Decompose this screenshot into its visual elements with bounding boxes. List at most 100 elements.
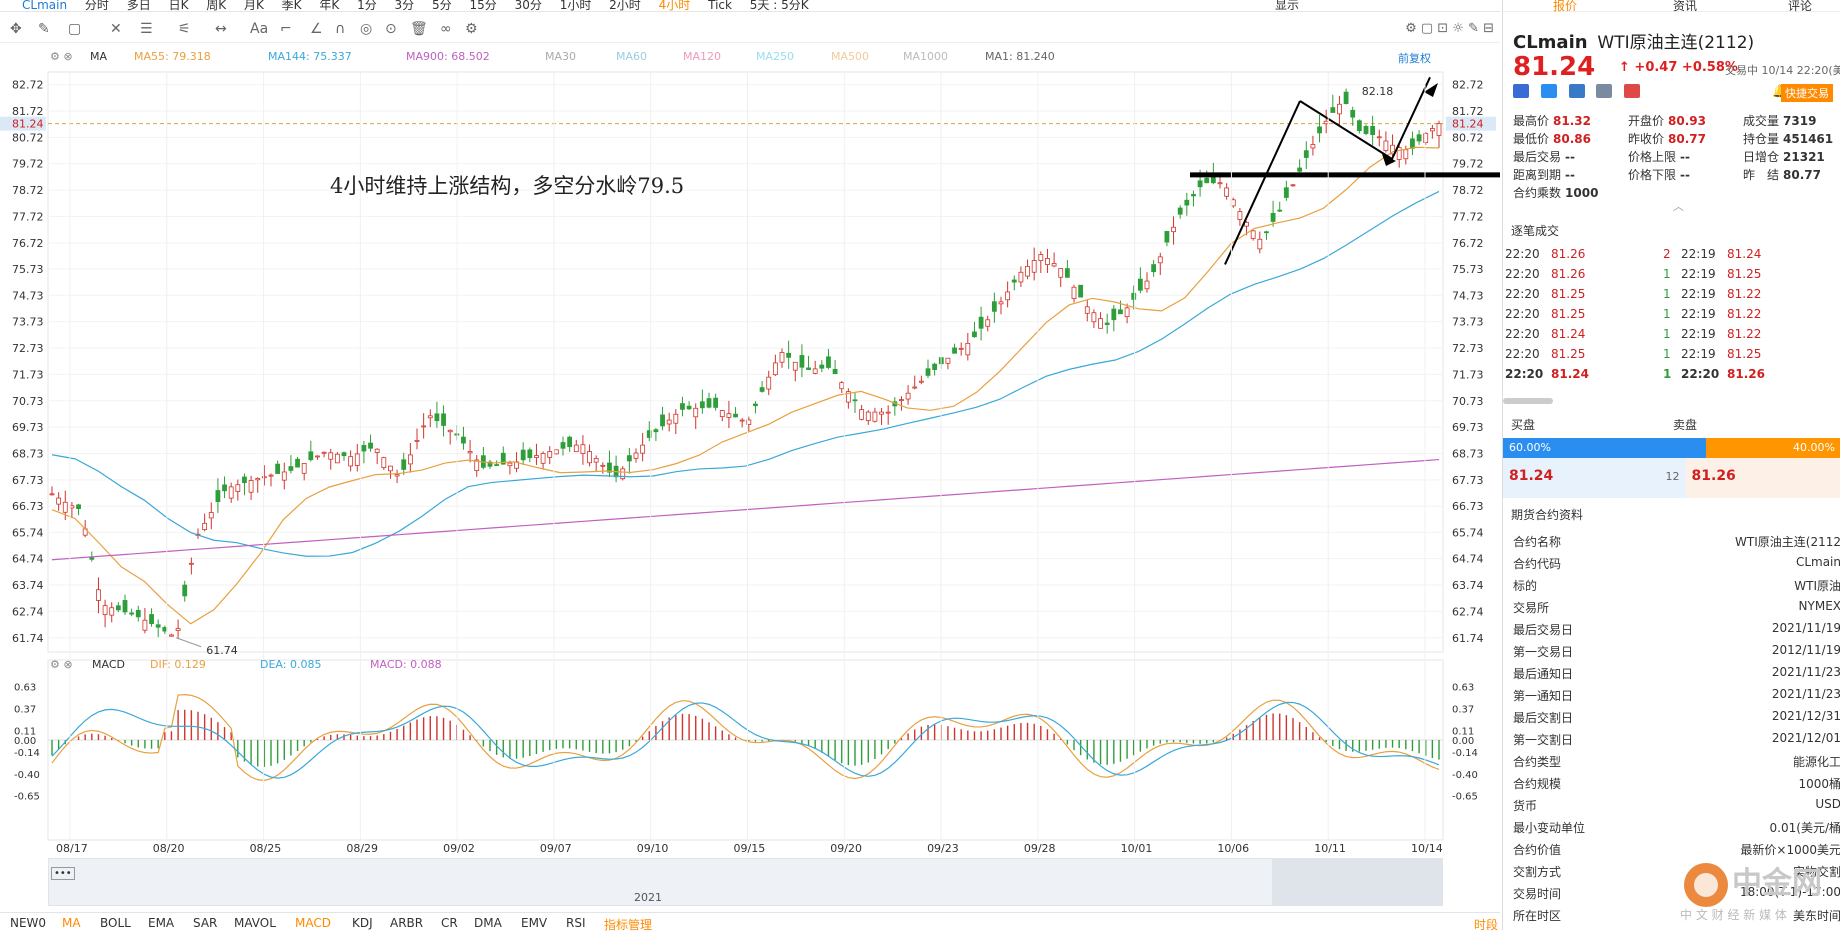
list-icon[interactable]: ☰ bbox=[140, 21, 153, 37]
candle-body bbox=[175, 628, 181, 631]
y-tick-label: 70.73 bbox=[1452, 395, 1484, 408]
info-value: WTI原油主连(2112 bbox=[1735, 535, 1840, 549]
ma-label[interactable]: MA bbox=[90, 50, 108, 63]
y-tick-label: 62.74 bbox=[1452, 605, 1484, 618]
period-tab[interactable]: 5分 bbox=[432, 0, 452, 12]
period-tab[interactable]: 分时 bbox=[84, 0, 109, 12]
candle-body bbox=[527, 449, 533, 459]
indicator-tab[interactable]: MAVOL bbox=[234, 916, 276, 930]
indicator-tab[interactable]: EMA bbox=[148, 916, 175, 930]
period-bar: CLmain 分时 多日 日K 周K 月K 季K 年K 1分 3分 5分 15分… bbox=[0, 0, 1500, 12]
indicator-tab[interactable]: CR bbox=[441, 916, 458, 930]
indicator-tab[interactable]: BOLL bbox=[100, 916, 131, 930]
tab-news[interactable]: 资讯 bbox=[1673, 0, 1698, 13]
ma1000-label: MA1000 bbox=[903, 50, 949, 63]
period-tab[interactable]: 季K bbox=[281, 0, 302, 12]
tick-list: 22:20 81.26 2 22:19 81.24 22:20 81.26 1 22:19 81.… bbox=[1503, 245, 1840, 385]
doc-icon[interactable] bbox=[1596, 84, 1613, 98]
period-tab[interactable]: 多日 bbox=[126, 0, 151, 12]
tick-row: 22:20 81.26 2 22:19 81.24 bbox=[1503, 245, 1840, 265]
brush-icon[interactable]: ∠ bbox=[310, 21, 323, 37]
indicator-tab[interactable]: SAR bbox=[193, 916, 218, 930]
indicator-tab[interactable]: NEW0 bbox=[10, 916, 47, 930]
watermark-text: 中金网 bbox=[1732, 866, 1822, 901]
tick-cell: 1 bbox=[1663, 367, 1672, 381]
scrollbar[interactable] bbox=[1503, 398, 1553, 404]
indicator-tab[interactable]: ARBR bbox=[390, 916, 424, 930]
info-title: 期货合约资料 bbox=[1511, 508, 1584, 522]
indicator-tab-active[interactable]: MACD bbox=[295, 916, 331, 930]
ask-box: 81.26 bbox=[1685, 458, 1840, 498]
gear-icon[interactable]: ⚙ ⊗ bbox=[50, 658, 73, 671]
ruler-icon[interactable]: ⌐ bbox=[280, 21, 292, 37]
period-tab[interactable]: 3分 bbox=[394, 0, 415, 12]
adjust-button[interactable]: 前复权 bbox=[1398, 52, 1431, 65]
period-tab-active[interactable]: 4小时 bbox=[658, 0, 691, 12]
display-menu[interactable]: 显示 bbox=[1275, 0, 1300, 12]
candle-body bbox=[255, 478, 261, 481]
period-tab[interactable]: 日K bbox=[168, 0, 189, 12]
tick-cell: 22:19 bbox=[1681, 307, 1716, 321]
shape-icon[interactable]: ▢ bbox=[68, 21, 82, 37]
x-tick-label: 09/10 bbox=[637, 842, 669, 855]
pen-icon[interactable]: ✎ bbox=[38, 21, 50, 37]
tick-row: 22:20 81.26 1 22:19 81.25 bbox=[1503, 265, 1840, 285]
indicator-tab-active[interactable]: MA bbox=[62, 916, 81, 930]
period-tab[interactable]: 5天 : 5分K bbox=[749, 0, 809, 12]
tab-quote[interactable]: 报价 bbox=[1553, 0, 1578, 13]
indicator-tab[interactable]: DMA bbox=[474, 916, 502, 930]
heart-icon[interactable] bbox=[1624, 84, 1641, 98]
trash-icon[interactable]: 🗑 bbox=[410, 21, 428, 37]
period-tab[interactable]: 年K bbox=[319, 0, 340, 12]
chart-icon[interactable] bbox=[1568, 84, 1585, 98]
lines-icon[interactable]: ⚟ bbox=[178, 21, 191, 37]
symbol-label[interactable]: CLmain bbox=[22, 0, 68, 12]
period-tab[interactable]: 30分 bbox=[514, 0, 542, 12]
quick-trade-button[interactable]: 快捷交易 bbox=[1781, 84, 1833, 102]
macd-tick-label: -0.40 bbox=[14, 770, 40, 781]
candle-body bbox=[295, 458, 300, 468]
arrow-icon[interactable]: ↔ bbox=[215, 21, 227, 37]
candle-body bbox=[885, 411, 891, 414]
collapse-icon[interactable]: ︿ bbox=[1673, 200, 1684, 213]
candle-body bbox=[1416, 134, 1422, 142]
period-tab[interactable]: 月K bbox=[243, 0, 264, 12]
candlestick-chart[interactable]: 82.72 82.72 81.72 81.72 80.72 80.72 79.72 79.72… bbox=[0, 0, 1500, 930]
indicator-tab[interactable]: EMV bbox=[521, 916, 548, 930]
text-icon[interactable]: Aa bbox=[250, 21, 269, 37]
period-tab[interactable]: 1分 bbox=[357, 0, 377, 12]
y-tick-label: 76.72 bbox=[12, 237, 44, 250]
crosshair-icon[interactable]: ✥ bbox=[10, 21, 22, 37]
collapse-icon[interactable]: ••• bbox=[51, 867, 75, 880]
nav-window[interactable] bbox=[1272, 859, 1442, 905]
time-navigator[interactable]: ••• 2021 bbox=[48, 858, 1443, 906]
link-icon[interactable]: ∞ bbox=[440, 21, 452, 37]
gear-icon[interactable]: ⚙ ⊗ bbox=[50, 50, 73, 63]
candle-body bbox=[699, 401, 705, 409]
period-tab[interactable]: 2小时 bbox=[609, 0, 641, 12]
indicator-tab[interactable]: RSI bbox=[566, 916, 586, 930]
period-tab[interactable]: 1小时 bbox=[559, 0, 592, 12]
fib-icon[interactable]: ✕ bbox=[110, 21, 122, 37]
info-row: 最后通知日 2021/11/23 bbox=[1503, 662, 1840, 684]
period-tab[interactable]: 15分 bbox=[469, 0, 497, 12]
period-tab[interactable]: 周K bbox=[206, 0, 227, 12]
period-tab[interactable]: Tick bbox=[708, 0, 732, 12]
flag-icon[interactable] bbox=[1513, 84, 1529, 98]
icon-row: 🔔 快捷交易 bbox=[1513, 84, 1833, 102]
indicator-tab[interactable]: KDJ bbox=[352, 916, 373, 930]
macd-name[interactable]: MACD bbox=[92, 658, 125, 671]
contract-name: WTI原油主连(2112) bbox=[1597, 33, 1755, 53]
session-label[interactable]: 时段 bbox=[1474, 918, 1499, 932]
tab-comments[interactable]: 评论 bbox=[1788, 0, 1813, 13]
candle-body bbox=[1350, 109, 1356, 118]
lightning-icon[interactable] bbox=[1540, 84, 1557, 98]
info-label: 第一通知日 bbox=[1513, 689, 1574, 703]
eye-icon[interactable]: ◎ bbox=[360, 21, 373, 37]
magnet-icon[interactable]: ∩ bbox=[335, 21, 346, 37]
right-tools[interactable]: ⚙ ▢ ⊡ ☼ ✎ ⊟ bbox=[1405, 21, 1494, 36]
indicator-manage[interactable]: 指标管理 bbox=[604, 918, 653, 932]
settings-icon[interactable]: ⚙ bbox=[465, 21, 478, 37]
y-tick-label: 79.72 bbox=[12, 158, 44, 171]
lock-icon[interactable]: ⊙ bbox=[385, 21, 397, 37]
